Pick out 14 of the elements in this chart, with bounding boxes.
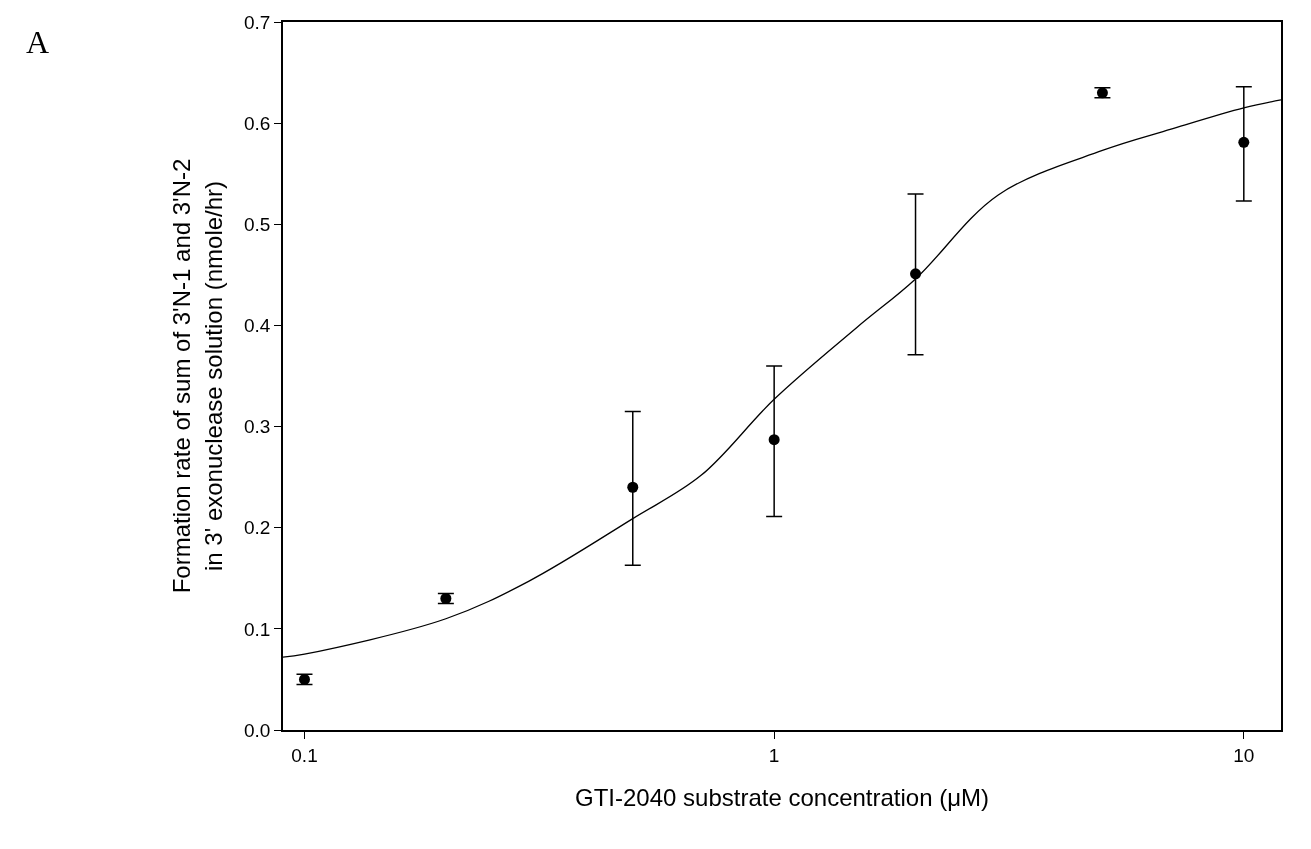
y-tick-label: 0.3 [244,416,271,438]
y-tick-label: 0.4 [244,315,271,337]
x-tick-label: 10 [1233,744,1255,766]
y-tick-label: 0.1 [244,618,271,640]
x-tick-label: 0.1 [291,744,318,766]
y-tick-label: 0.7 [244,11,271,33]
y-tick-label: 0.6 [244,112,271,134]
y-tick-label: 0.2 [244,517,271,539]
y-tick-label: 0.0 [244,719,271,741]
x-tick-label: 1 [768,744,780,766]
y-axis-title: Formation rate of sum of 3'N-1 and 3'N-2 in 3' exonuclease solution (nmole/hr) [168,158,227,594]
x-axis-title: GTI-2040 substrate concentration (μM) [575,784,989,812]
text: A [26,24,50,60]
y-tick-label: 0.5 [244,213,271,235]
